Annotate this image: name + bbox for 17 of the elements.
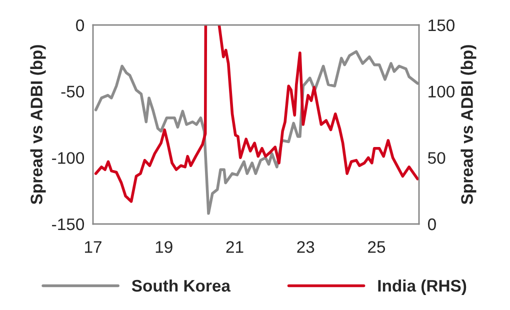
x-tick-label: 17	[85, 241, 102, 253]
y-tick-label: -150	[52, 218, 84, 230]
y-tick-label: 0	[76, 19, 84, 32]
x-tick-label: 21	[226, 241, 244, 253]
legend-label: India (RHS)	[378, 279, 466, 295]
y2-tick-label: 150	[428, 19, 454, 32]
y-tick-label: -100	[52, 152, 84, 164]
y-tick-label: -50	[61, 86, 84, 98]
x-tick-label: 25	[368, 241, 386, 253]
y-axis-title: Spread vs ADBI (bp)	[30, 45, 46, 204]
legend-label: South Korea	[132, 279, 231, 292]
y2-tick-label: 0	[428, 218, 436, 230]
y2-axis-title: Spread vs ADBI (bp)	[460, 45, 476, 204]
y2-tick-label: 50	[428, 152, 446, 164]
y2-tick-label: 100	[428, 86, 454, 98]
x-tick-label: 19	[156, 241, 172, 253]
x-tick-label: 23	[297, 241, 314, 253]
